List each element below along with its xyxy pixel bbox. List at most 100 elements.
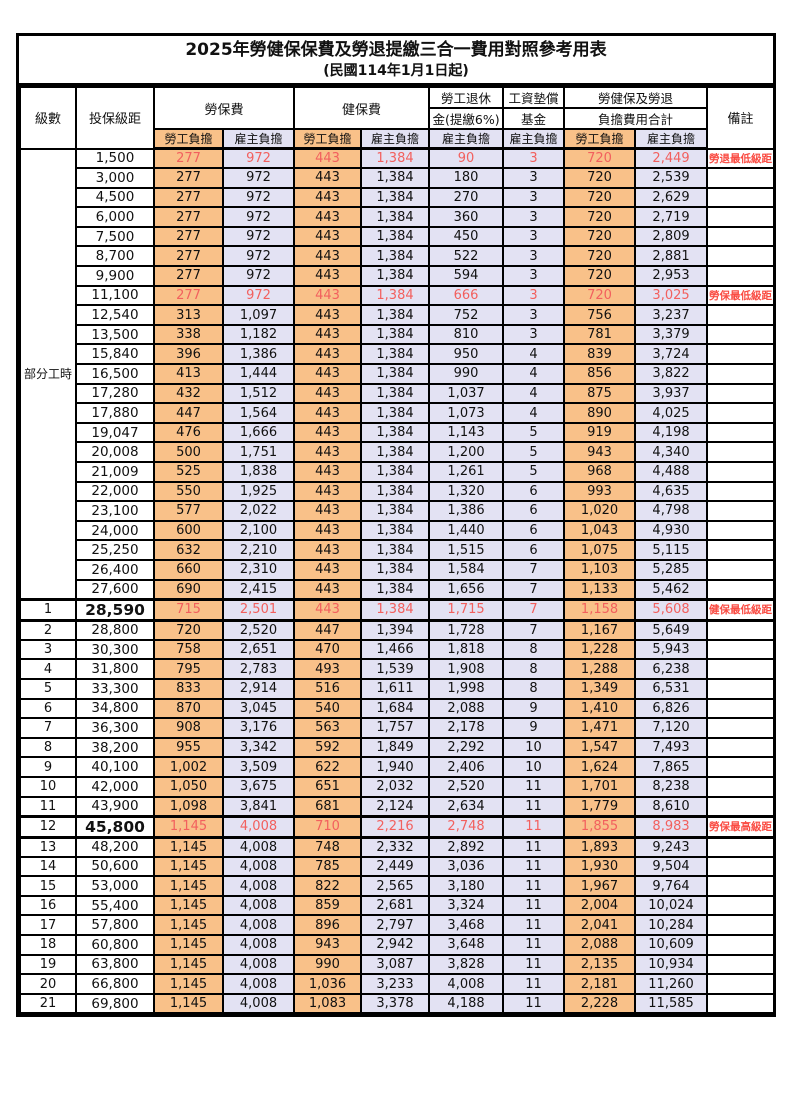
value-cell: 756 xyxy=(563,304,637,326)
table-row: 1 28,590 715 2,501 443 1,384 1,715 7 1,158 5,608 健… xyxy=(19,597,776,622)
value-cell: 2,719 xyxy=(634,206,709,228)
value-cell: 9 xyxy=(502,697,566,720)
value-cell: 10 xyxy=(502,756,566,778)
value-cell: 972 xyxy=(221,245,296,268)
part-time-group-label: 部分工時 xyxy=(19,147,77,601)
bracket-cell: 22,000 xyxy=(75,480,155,503)
remark-cell: 勞保最低級距 xyxy=(706,284,776,307)
value-cell: 943 xyxy=(563,441,637,463)
value-cell: 1,002 xyxy=(153,756,224,778)
bracket-cell: 13,500 xyxy=(75,323,155,346)
value-cell: 277 xyxy=(153,284,224,307)
remark-cell xyxy=(706,323,776,346)
value-cell: 1,384 xyxy=(360,225,431,248)
level-cell: 11 xyxy=(19,795,77,818)
table-row: 26,400 660 2,310 443 1,384 1,584 7 1,103 5,285 xyxy=(20,558,776,581)
value-cell: 1,043 xyxy=(563,519,637,542)
value-cell: 577 xyxy=(153,500,224,522)
value-cell: 443 xyxy=(293,343,363,366)
value-cell: 4 xyxy=(502,363,566,385)
value-cell: 1,228 xyxy=(563,638,637,661)
value-cell: 5,115 xyxy=(634,539,709,561)
col-header-wage-fund-line1: 工資墊償 xyxy=(502,86,566,109)
bracket-cell: 50,600 xyxy=(75,855,155,878)
level-cell: 5 xyxy=(19,677,77,700)
col-header-bracket: 投保級距 xyxy=(75,86,155,150)
value-cell: 1,145 xyxy=(153,836,224,858)
value-cell: 8 xyxy=(502,638,566,661)
level-cell: 16 xyxy=(19,894,77,917)
bracket-cell: 20,008 xyxy=(75,441,155,463)
value-cell: 1,145 xyxy=(153,814,224,839)
level-cell: 6 xyxy=(19,697,77,720)
value-cell: 1,384 xyxy=(360,421,431,444)
value-cell: 11 xyxy=(502,875,566,897)
value-cell: 525 xyxy=(153,461,224,483)
value-cell: 11 xyxy=(502,814,566,839)
table-row: 19 63,800 1,145 4,008 990 3,087 3,828 11 2,135 10… xyxy=(19,953,776,976)
value-cell: 11 xyxy=(502,934,566,956)
value-cell: 516 xyxy=(293,677,363,700)
value-cell: 720 xyxy=(563,284,637,307)
value-cell: 338 xyxy=(153,323,224,346)
value-cell: 2,022 xyxy=(221,500,296,522)
remark-cell xyxy=(706,480,776,503)
value-cell: 4,008 xyxy=(221,992,296,1015)
value-cell: 1,384 xyxy=(360,382,431,405)
table-row: 8 38,200 955 3,342 592 1,849 2,292 10 1,547 7,493 xyxy=(19,736,776,759)
bracket-cell: 15,840 xyxy=(75,343,155,366)
level-cell: 19 xyxy=(19,953,77,976)
value-cell: 758 xyxy=(153,638,224,661)
remark-cell xyxy=(706,539,776,561)
value-cell: 1,145 xyxy=(153,973,224,995)
value-cell: 943 xyxy=(293,934,363,956)
value-cell: 6,238 xyxy=(634,658,709,680)
value-cell: 681 xyxy=(293,795,363,818)
value-cell: 890 xyxy=(563,402,637,424)
value-cell: 1,466 xyxy=(360,638,431,661)
value-cell: 3 xyxy=(502,147,566,170)
col-header-level: 級數 xyxy=(19,86,77,150)
value-cell: 10,024 xyxy=(634,894,709,917)
remark-cell xyxy=(706,934,776,956)
value-cell: 896 xyxy=(293,914,363,937)
bracket-cell: 42,000 xyxy=(75,775,155,798)
value-cell: 1,384 xyxy=(360,441,431,463)
value-cell: 1,133 xyxy=(563,578,637,601)
value-cell: 443 xyxy=(293,245,363,268)
value-cell: 3 xyxy=(502,206,566,228)
value-cell: 810 xyxy=(428,323,505,346)
bracket-cell: 63,800 xyxy=(75,953,155,976)
value-cell: 277 xyxy=(153,245,224,268)
table-row: 12 45,800 1,145 4,008 710 2,216 2,748 11 1,855 8,… xyxy=(19,814,776,839)
bracket-cell: 31,800 xyxy=(75,658,155,680)
value-cell: 1,384 xyxy=(360,167,431,189)
value-cell: 2,178 xyxy=(428,717,505,739)
value-cell: 2,783 xyxy=(221,658,296,680)
value-cell: 594 xyxy=(428,265,505,287)
value-cell: 1,145 xyxy=(153,953,224,976)
value-cell: 443 xyxy=(293,304,363,326)
bracket-cell: 8,700 xyxy=(75,245,155,268)
value-cell: 4,008 xyxy=(221,836,296,858)
value-cell: 972 xyxy=(221,265,296,287)
remark-cell xyxy=(706,519,776,542)
value-cell: 4,198 xyxy=(634,421,709,444)
value-cell: 7 xyxy=(502,619,566,641)
value-cell: 870 xyxy=(153,697,224,720)
value-cell: 1,384 xyxy=(360,558,431,581)
value-cell: 1,539 xyxy=(360,658,431,680)
col-header-health-insurance: 健保費 xyxy=(293,86,431,130)
value-cell: 2,809 xyxy=(634,225,709,248)
bracket-cell: 4,500 xyxy=(75,186,155,209)
value-cell: 1,288 xyxy=(563,658,637,680)
value-cell: 4,008 xyxy=(428,973,505,995)
value-cell: 1,998 xyxy=(428,677,505,700)
bracket-cell: 26,400 xyxy=(75,558,155,581)
value-cell: 4 xyxy=(502,343,566,366)
value-cell: 4,635 xyxy=(634,480,709,503)
value-cell: 748 xyxy=(293,836,363,858)
bracket-cell: 27,600 xyxy=(75,578,155,601)
value-cell: 3,237 xyxy=(634,304,709,326)
bracket-cell: 57,800 xyxy=(75,914,155,937)
